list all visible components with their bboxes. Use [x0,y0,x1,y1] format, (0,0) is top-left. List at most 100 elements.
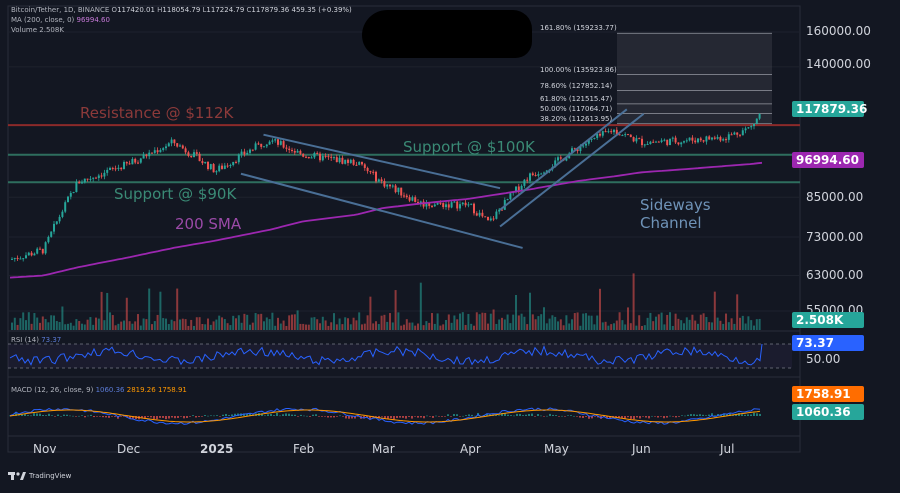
candle-body [663,139,666,141]
volume-bar [520,313,523,330]
symbol-label[interactable]: Bitcoin/Tether, 1D, BINANCE [11,6,110,14]
candle-body [557,157,559,161]
volume-bar [302,323,305,330]
volume-legend[interactable]: Volume 2.508K [11,26,64,35]
candle-body [587,139,590,144]
volume-bar [293,314,296,330]
candle-body [383,181,386,187]
volume-bar [691,314,694,330]
macd-histogram-bar [459,416,461,417]
candle-body [64,202,67,212]
price-tick: 73000.00 [806,230,864,244]
close-label: C [246,6,252,14]
volume-bar [193,325,195,330]
macd-histogram-bar [267,414,269,416]
volume-bar [613,323,615,330]
ma-legend[interactable]: MA (200, close, 0) 96994.60 [11,16,110,25]
macd-histogram-bar [132,416,134,419]
volume-bar [330,322,333,330]
macd-histogram-bar [231,414,233,416]
sma-200-path [9,161,763,279]
wedge-upper-line [263,133,501,190]
macd-histogram-bar [498,415,500,417]
macd-histogram-bar [657,416,659,418]
volume-bar [333,313,335,330]
candle-body [310,157,313,159]
candle-body [487,216,489,221]
volume-bar [327,325,330,330]
volume-bar [41,316,44,330]
volume-bar [677,318,680,330]
volume-bar [484,312,487,330]
price-tick: 85000.00 [806,190,864,204]
rsi-legend[interactable]: RSI (14) 73.37 [11,336,61,345]
candle-body [274,139,277,141]
candle-body [137,162,139,164]
ma-label: MA (200, close, 0) [11,16,75,24]
macd-histogram-bar [54,416,56,417]
candle-body [758,114,761,119]
candle-body [159,149,162,153]
candle-body [736,132,739,135]
volume-bar [114,325,117,330]
macd-histogram-bar [45,415,47,416]
candle-body [708,136,711,140]
candle-body [254,143,257,150]
volume-bar [375,321,377,330]
volume-bar [207,318,209,330]
macd-histogram-bar [642,416,644,417]
macd-histogram-bar [438,416,440,417]
candle-body [436,202,439,205]
candle-body [545,170,548,173]
volume-bar [321,316,324,330]
volume-bar [13,317,16,330]
volume-bar [128,321,131,330]
price-tick: 140000.00 [806,57,871,71]
volume-bar [218,315,221,330]
volume-bar [414,325,417,330]
macd-histogram-bar [225,413,227,416]
tradingview-logo[interactable]: TradingView [8,471,71,481]
time-tick: May [544,442,569,456]
volume-bar [755,319,758,330]
volume-bar [705,316,708,330]
volume-bar [400,325,403,330]
volume-bar [165,318,167,330]
volume-bar [44,319,47,330]
candle-body [153,150,156,153]
candle-body [83,178,86,183]
volume-bar [708,322,711,330]
volume-bar [296,310,299,330]
candle-body [173,139,176,144]
macd-histogram-bar [81,415,83,416]
macd-histogram-bar [159,416,161,418]
macd-histogram-bar [300,414,302,416]
candle-body [288,148,291,150]
macd-histogram-bar [306,415,308,417]
volume-bar [568,323,571,330]
candle-body [176,143,179,147]
macd-label: MACD (12, 26, close, 9) [11,386,94,394]
candle-body [299,150,302,154]
rsi-line [9,343,763,366]
macd-legend[interactable]: MACD (12, 26, close, 9) 1060.36 2819.26 … [11,386,187,395]
candle-body [722,139,725,141]
macd-histogram-bar [315,414,317,416]
candle-body [719,137,722,141]
candle-body [209,164,212,170]
candle-body [652,141,655,143]
macd-histogram-bar [78,415,80,417]
volume-bar [117,323,120,330]
tradingview-icon [8,472,26,480]
candle-body [123,162,125,170]
volume-bar [11,322,13,330]
macd-histogram-bar [219,416,221,417]
macd-histogram-bar [57,414,59,416]
macd-histogram-bar [627,416,629,418]
candle-body [341,157,344,164]
volume-bar [156,314,159,330]
candle-body [439,202,442,204]
volume-bar [425,321,428,330]
volume-bar [137,314,139,330]
